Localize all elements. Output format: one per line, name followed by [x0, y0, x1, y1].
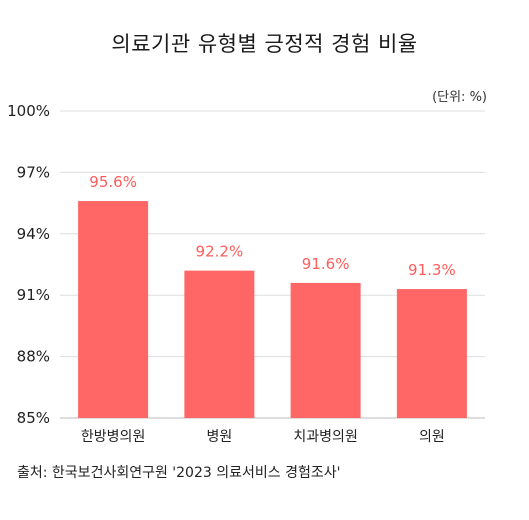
y-tick-label: 97%: [17, 163, 50, 181]
bar: [396, 289, 467, 418]
bar: [78, 201, 149, 418]
data-label: 91.3%: [408, 261, 456, 279]
bar: [290, 282, 361, 418]
x-category-label: 한방병의원: [81, 429, 145, 445]
x-category-label: 치과병의원: [293, 429, 357, 445]
chart-title: 의료기관 유형별 긍정적 경험 비율: [111, 32, 418, 56]
data-label: 91.6%: [302, 255, 350, 273]
bar: [184, 270, 255, 418]
x-category-label: 병원: [206, 429, 232, 445]
x-category-label: 의원: [419, 429, 445, 445]
source-note: 출처: 한국보건사회연구원 '2023 의료서비스 경험조사': [17, 465, 341, 481]
y-tick-label: 94%: [17, 225, 50, 243]
unit-note: (단위: %): [432, 90, 487, 105]
data-label: 95.6%: [89, 173, 137, 191]
y-tick-label: 88%: [17, 348, 50, 366]
y-tick-label: 85%: [17, 409, 50, 427]
y-tick-label: 91%: [17, 286, 50, 304]
data-label: 92.2%: [196, 243, 244, 261]
y-tick-label: 100%: [7, 102, 50, 120]
